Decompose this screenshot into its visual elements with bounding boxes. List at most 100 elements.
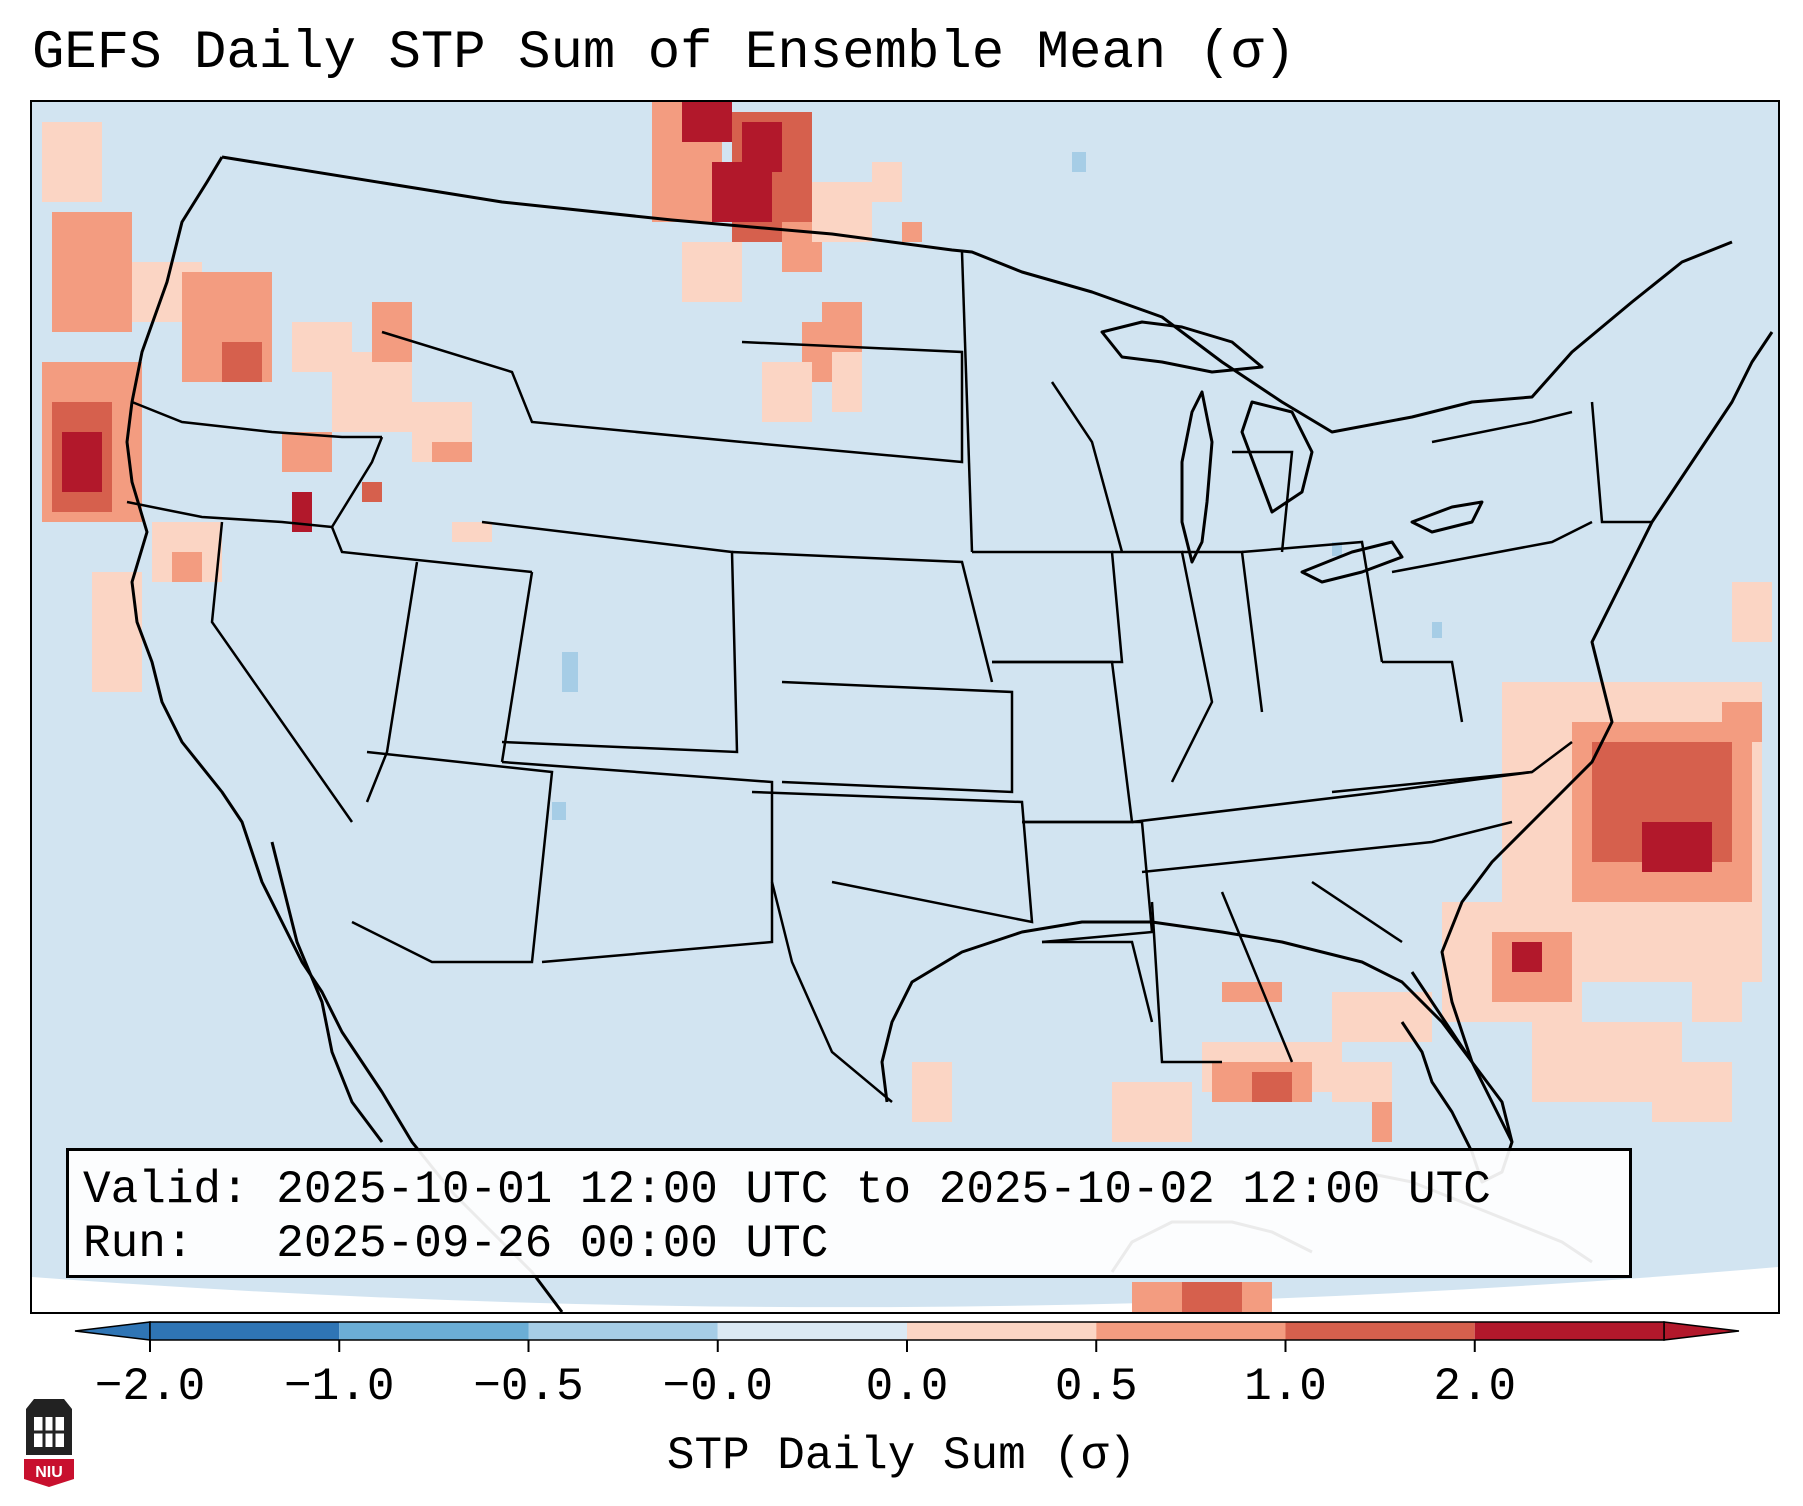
stp-negative-cell [552,802,566,820]
stp-anomaly-cell [902,222,922,242]
pa-ny-border [1391,520,1593,574]
colorbar-segment [528,1322,718,1340]
baja [270,841,384,1143]
ky-tn-border [1131,770,1533,824]
valid-line: Valid: 2025-10-01 12:00 UTC to 2025-10-0… [83,1164,1491,1216]
stp-anomaly-cell [362,482,382,502]
stp-anomaly-cell [452,522,492,542]
wy-border [481,520,739,754]
stp-anomaly-cell [1332,992,1432,1042]
ms-al-border [1150,901,1222,1064]
stp-anomaly-cell [1252,1072,1292,1102]
colorbar-segment [1096,1322,1286,1340]
colorbar-tick-label: 0.0 [865,1361,949,1413]
stp-anomaly-cell [222,342,262,382]
state-borders [126,251,1652,1103]
lake-michigan [1180,390,1214,564]
stp-anomaly-cell [62,432,102,492]
stp-anomaly-cell [372,302,412,362]
stp-anomaly-cell [432,442,472,462]
colorbar-ticks [149,1340,1476,1352]
colorbar-tick-label: −0.0 [662,1361,773,1413]
nd-sd-border [741,340,964,464]
stp-anomaly-cell [1642,822,1712,872]
lake-ontario [1410,500,1484,534]
az-border [351,750,554,964]
stp-anomaly-cell [912,1062,952,1122]
stp-anomaly-cell [52,212,132,332]
colorbar-label: STP Daily Sum (σ) [666,1430,1137,1482]
stp-anomaly-cell [172,552,202,582]
ut-co-border [500,571,534,763]
stp-anomaly-cell [1512,942,1542,972]
nc-va-border [1331,741,1573,794]
run-line: Run: 2025-09-26 00:00 UTC [83,1218,829,1270]
colorbar-tick-label: −0.5 [473,1361,584,1413]
map-panel[interactable] [30,100,1780,1314]
stp-anomaly-cell [1222,982,1282,1002]
stp-negative-cell [1432,622,1442,638]
colorbar [74,1321,1740,1352]
ar-border [1022,820,1154,944]
colorbar-segment [150,1322,340,1340]
colorbar-tick-label: 2.0 [1433,1361,1517,1413]
stp-anomaly-cell [1692,982,1742,1022]
colorbar-extend-min [74,1321,151,1341]
id-border [330,436,533,574]
mt-wy-border [381,330,743,444]
ks-border [781,680,1014,794]
chart-title: GEFS Daily STP Sum of Ensemble Mean (σ) [32,23,1296,84]
ok-border [751,790,1034,924]
stp-anomaly-cell [292,492,312,532]
stp-anomaly-cell [1732,582,1772,642]
ca-nv-border [210,521,354,823]
mn-border [960,251,974,553]
colorbar-segment [1474,1322,1664,1340]
stp-anomaly-cell [1652,1062,1732,1122]
colorbar-tick-label: −2.0 [94,1361,206,1413]
wv-border [1382,660,1464,723]
wi-border [1050,381,1124,553]
stp-negative-cell [562,652,578,692]
lake-erie [1300,540,1404,584]
niu-logo-icon: NIU [24,1399,74,1487]
il-border [1112,550,1214,783]
wa-or-border [131,400,382,439]
stp-negative-cell [1072,152,1086,172]
or-ca-border [126,500,333,529]
stp-anomaly-cell [1112,1082,1192,1142]
sd-ne-border [731,550,994,683]
mexico-gulf-coast [880,920,1514,1143]
colorbar-segments [74,1321,1740,1341]
tn-border [1141,820,1513,874]
colorbar-segment [907,1322,1097,1340]
colorbar-segment [339,1322,529,1340]
stp-anomaly-cell [762,362,812,422]
stp-anomaly-cell [282,432,332,472]
west-coast [125,156,564,1312]
svg-text:NIU: NIU [35,1464,63,1481]
stp-anomaly-cell [332,352,412,432]
colorbar-extend-max [1663,1321,1740,1341]
stp-anomaly-cell [872,162,902,202]
lake-superior [1100,320,1264,374]
stp-anomaly-cell [1722,702,1762,742]
al-ga-border [1220,891,1294,1063]
stp-anomaly-cell [1332,1062,1392,1102]
colorbar-tick-label: 0.5 [1054,1361,1138,1413]
tx-border [770,881,893,1103]
ga-sc-border [1311,880,1403,944]
co-nm-border [501,760,774,964]
stp-negative-cell [1332,542,1342,556]
stp-anomaly-cell [1182,1282,1242,1312]
map-background [32,102,1778,1312]
ny-border [1431,410,1573,444]
mi-border [1232,450,1294,553]
stp-anomaly-cell [822,302,862,342]
stp-anomaly-cell [1372,1102,1392,1142]
map-canvas [32,102,1778,1312]
colorbar-tick-label: −1.0 [284,1361,395,1413]
valid-time-box: Valid: 2025-10-01 12:00 UTC to 2025-10-0… [66,1148,1632,1278]
stp-anomaly-cell [712,162,772,222]
stp-anomaly-layer [42,102,1772,1312]
